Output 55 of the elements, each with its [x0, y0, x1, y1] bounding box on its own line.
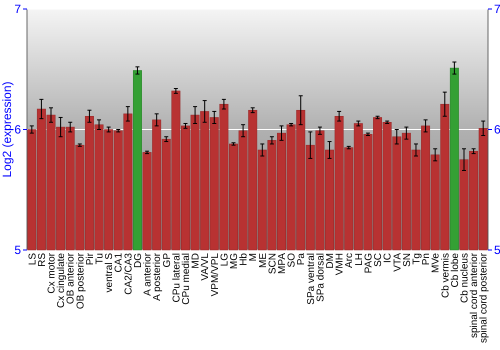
x-tick-label: Cb nucleus [459, 253, 470, 304]
x-tick-label: Cb lobe [450, 252, 461, 288]
y2-tick-label: 5 [494, 243, 500, 258]
y-tick-label: 5 [14, 243, 22, 258]
x-tick-label: IC [382, 253, 394, 263]
y-tick-label: 6 [14, 122, 22, 137]
x-tick-label: VTA [392, 252, 404, 272]
y2-tick-label: 6 [494, 122, 500, 137]
x-tick-label: Cx motor [46, 252, 58, 294]
x-tick-label: SPa ventral [306, 253, 317, 305]
x-tick-label: SO [286, 252, 298, 268]
x-tick-label: Pn [421, 253, 432, 266]
x-tick-label: CA2/CA3 [123, 252, 134, 295]
x-tick-label: LG [219, 252, 230, 266]
y-tick-label: 7 [14, 2, 22, 16]
x-tick-label: A posterior [152, 252, 164, 301]
x-tick-label: SPa dorsal [315, 253, 326, 302]
x-tick-label: spinal cord anterior [469, 252, 480, 338]
x-tick-label: DG [132, 252, 144, 268]
y-axis-title: Log2 (expression) [0, 81, 14, 178]
y2-tick-label: 7 [494, 2, 500, 16]
x-tick-label: PAG [363, 252, 374, 274]
x-tick-label: DM [325, 253, 336, 269]
x-tick-label: spinal cord posterior [478, 252, 490, 344]
x-tick-label: SCN [267, 253, 278, 274]
x-tick-label: ME [258, 252, 269, 268]
x-tick-label: CPu lateral [171, 253, 182, 302]
x-tick-label: OB posterior [75, 252, 86, 310]
x-tick-label: MVe [430, 252, 442, 274]
x-tick-label: CPu medial [180, 253, 192, 305]
x-tick-label: RS [36, 252, 48, 267]
x-tick-label: LS [27, 252, 38, 266]
x-tick-label: Cb vermis [440, 253, 452, 298]
x-tick-label: MD [190, 253, 202, 269]
x-tick-label: Cx cingulate [56, 252, 68, 308]
x-tick-label: SC [373, 253, 384, 267]
x-tick-label: VPM/VPL [210, 252, 221, 296]
x-tick-label: SN [402, 253, 413, 267]
x-tick-label: OB anterior [66, 252, 77, 304]
x-tick-label: Pa [296, 252, 308, 266]
x-tick-label: LH [354, 253, 365, 266]
x-tick-label: ventral S [104, 252, 116, 292]
x-tick-label: Hb [238, 252, 250, 266]
x-tick-label: A anterior [142, 252, 154, 296]
x-tick-label: VA/VL [200, 252, 212, 281]
x-tick-label: VMH [334, 253, 346, 276]
x-tick-label: M [248, 253, 260, 262]
x-tick-label: Tg [411, 253, 422, 265]
x-tick-label: GP [162, 252, 173, 268]
x-tick-label: CA1 [114, 252, 125, 272]
x-tick-label: MPA [277, 252, 288, 274]
x-tick-label: Pir [84, 252, 96, 266]
x-tick-label: Arc [344, 253, 356, 268]
x-tick-label: MG [228, 252, 240, 270]
x-tick-label: Tu [94, 253, 106, 264]
